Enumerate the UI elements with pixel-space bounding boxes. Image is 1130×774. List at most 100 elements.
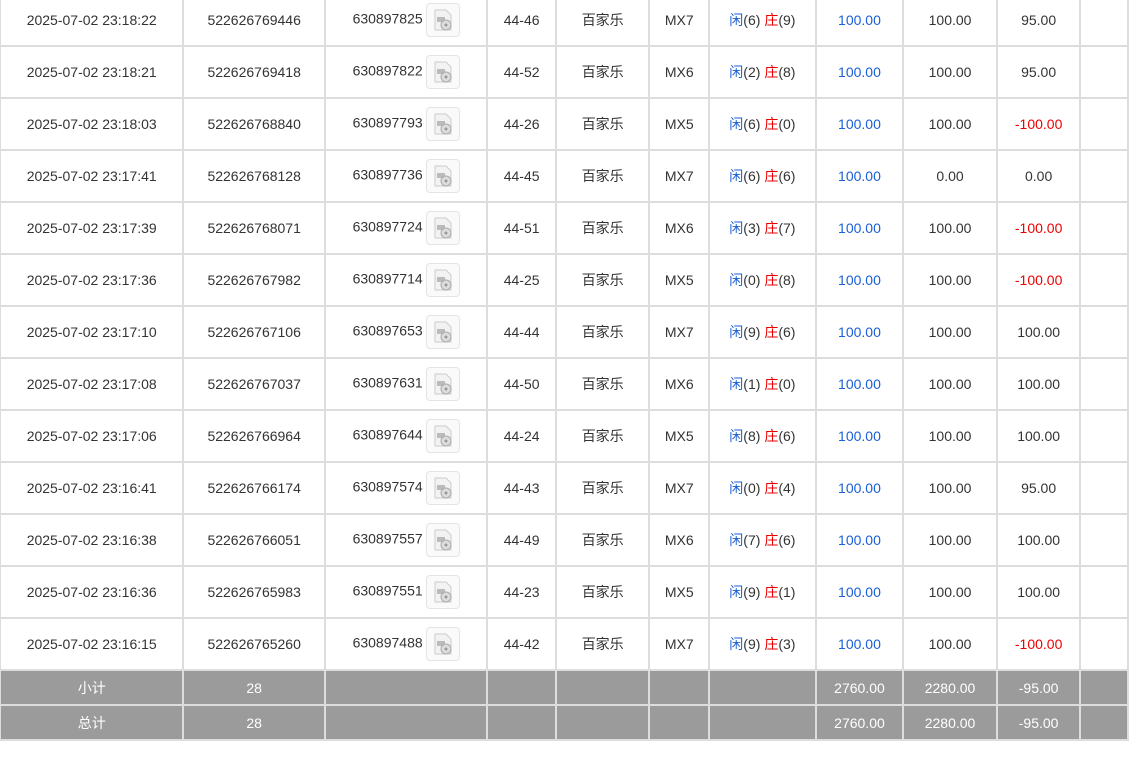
banker-score: 7: [782, 220, 791, 236]
game-id-cell: 630897793: [323, 97, 489, 151]
player-label: 闲: [729, 116, 744, 132]
table-row: 2025-07-02 23:17:08 522626767037 6308976…: [0, 357, 1129, 411]
banker-score: 6: [782, 532, 791, 548]
bet-id: 522626766964: [182, 409, 326, 463]
player-score: 6: [747, 168, 756, 184]
win-loss: 95.00: [995, 0, 1082, 47]
bet-amount[interactable]: 100.00: [814, 201, 905, 255]
game-id-cell: 630897736: [323, 149, 489, 203]
video-replay-icon[interactable]: [425, 575, 460, 609]
video-replay-icon[interactable]: [425, 471, 460, 505]
bet-amount[interactable]: 100.00: [814, 513, 905, 567]
banker-label: 庄: [764, 376, 779, 392]
bet-amount[interactable]: 100.00: [814, 617, 905, 671]
game-id-cell: 630897557: [323, 513, 489, 567]
game-id-cell: 630897644: [323, 409, 489, 463]
result: 闲(2) 庄(8): [708, 45, 817, 99]
banker-score: 8: [782, 64, 791, 80]
empty-cell: [1079, 565, 1129, 619]
bet-amount[interactable]: 100.00: [814, 149, 905, 203]
video-replay-icon[interactable]: [425, 367, 460, 401]
empty-cell: [1079, 409, 1129, 463]
bet-amount[interactable]: 100.00: [814, 357, 905, 411]
player-score: 6: [747, 12, 756, 28]
bet-records-table: 2025-07-02 23:18:22 522626769446 6308978…: [0, 0, 1129, 741]
result: 闲(9) 庄(1): [708, 565, 817, 619]
video-replay-icon[interactable]: [425, 55, 460, 89]
video-replay-icon[interactable]: [425, 107, 460, 141]
game-id: 630897488: [352, 634, 423, 651]
banker-score: 6: [782, 324, 791, 340]
bet-id: 522626768128: [182, 149, 326, 203]
bet-time: 2025-07-02 23:17:41: [0, 149, 185, 203]
video-replay-icon[interactable]: [425, 159, 460, 193]
table-row: 2025-07-02 23:17:41 522626768128 6308977…: [0, 149, 1129, 203]
round: 44-26: [486, 97, 557, 151]
bet-amount[interactable]: 100.00: [814, 305, 905, 359]
game-id-cell: 630897551: [323, 565, 489, 619]
bet-time: 2025-07-02 23:17:08: [0, 357, 185, 411]
round: 44-25: [486, 253, 557, 307]
summary-count: 28: [182, 669, 326, 706]
bet-id: 522626767982: [182, 253, 326, 307]
game-id-cell: 630897574: [323, 461, 489, 515]
game-id: 630897825: [352, 10, 423, 27]
valid-bet: 100.00: [902, 461, 998, 515]
game-type: 百家乐: [554, 0, 651, 47]
bet-amount[interactable]: 100.00: [814, 565, 905, 619]
player-label: 闲: [729, 636, 744, 652]
game-type: 百家乐: [554, 149, 651, 203]
video-replay-icon[interactable]: [425, 523, 460, 557]
banker-label: 庄: [764, 12, 779, 28]
banker-label: 庄: [764, 324, 779, 340]
bet-id: 522626768840: [182, 97, 326, 151]
bet-time: 2025-07-02 23:17:36: [0, 253, 185, 307]
game-id: 630897653: [352, 322, 423, 339]
bet-amount[interactable]: 100.00: [814, 97, 905, 151]
banker-score: 0: [782, 116, 791, 132]
win-loss: -100.00: [995, 617, 1082, 671]
empty-cell: [708, 704, 817, 741]
video-replay-icon[interactable]: [425, 3, 460, 37]
bet-amount[interactable]: 100.00: [814, 461, 905, 515]
player-score: 7: [747, 532, 756, 548]
summary-valid: 2280.00: [902, 669, 998, 706]
bet-amount[interactable]: 100.00: [814, 0, 905, 47]
empty-cell: [486, 704, 557, 741]
bet-id: 522626769418: [182, 45, 326, 99]
player-score: 9: [747, 324, 756, 340]
bet-time: 2025-07-02 23:17:06: [0, 409, 185, 463]
empty-cell: [1079, 669, 1129, 706]
win-loss: -100.00: [995, 97, 1082, 151]
game-type: 百家乐: [554, 461, 651, 515]
bet-amount[interactable]: 100.00: [814, 409, 905, 463]
bet-amount[interactable]: 100.00: [814, 253, 905, 307]
valid-bet: 100.00: [902, 357, 998, 411]
video-replay-icon[interactable]: [425, 211, 460, 245]
video-replay-icon[interactable]: [425, 627, 460, 661]
banker-score: 9: [782, 12, 791, 28]
empty-cell: [1079, 253, 1129, 307]
bet-amount[interactable]: 100.00: [814, 45, 905, 99]
banker-label: 庄: [764, 64, 779, 80]
video-replay-icon[interactable]: [425, 263, 460, 297]
table-name: MX7: [648, 0, 711, 47]
game-id-cell: 630897822: [323, 45, 489, 99]
game-type: 百家乐: [554, 45, 651, 99]
empty-cell: [554, 704, 651, 741]
empty-cell: [1079, 617, 1129, 671]
table-name: MX7: [648, 461, 711, 515]
game-id: 630897822: [352, 62, 423, 79]
bet-id: 522626766174: [182, 461, 326, 515]
empty-cell: [648, 669, 711, 706]
banker-label: 庄: [764, 480, 779, 496]
empty-cell: [1079, 305, 1129, 359]
round: 44-23: [486, 565, 557, 619]
banker-label: 庄: [764, 532, 779, 548]
summary-win: -95.00: [995, 669, 1082, 706]
result: 闲(7) 庄(6): [708, 513, 817, 567]
result: 闲(8) 庄(6): [708, 409, 817, 463]
video-replay-icon[interactable]: [425, 315, 460, 349]
video-replay-icon[interactable]: [425, 419, 460, 453]
player-label: 闲: [729, 168, 744, 184]
